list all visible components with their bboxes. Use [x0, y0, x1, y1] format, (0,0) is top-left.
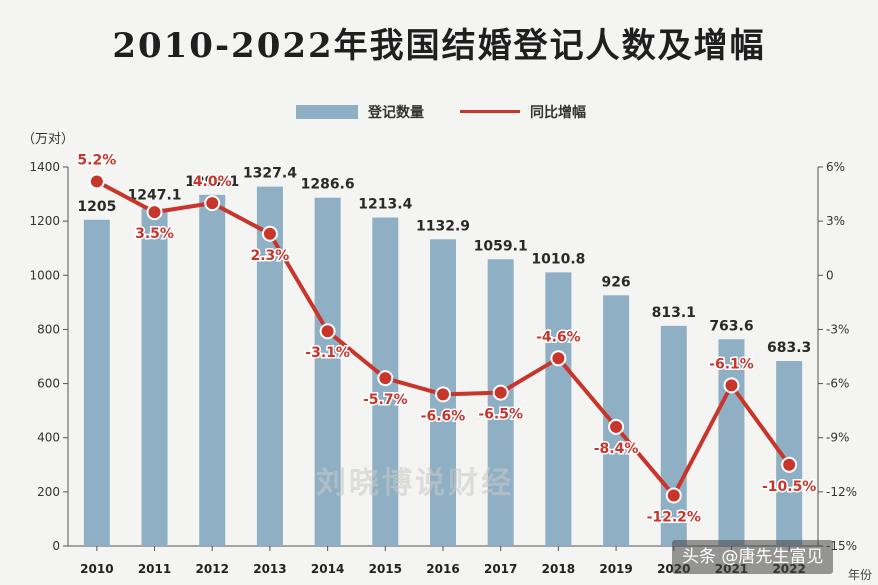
growth-value-label: -12.2%: [647, 509, 701, 525]
x-axis-label: 年份: [847, 568, 872, 582]
growth-point: [146, 204, 163, 221]
growth-point: [723, 377, 740, 394]
growth-value-label: 5.2%: [77, 152, 116, 168]
bar: [545, 272, 572, 546]
growth-point: [204, 195, 221, 212]
bar-value-label: 683.3: [767, 340, 811, 356]
bar-value-label: 1010.8: [531, 251, 585, 267]
growth-point: [665, 487, 682, 504]
y-tick-right-label: 6%: [826, 160, 845, 174]
y-tick-right-label: -3%: [826, 322, 849, 336]
x-tick-label: 2012: [196, 562, 229, 576]
bar-value-label: 1213.4: [358, 197, 412, 213]
x-tick-label: 2011: [138, 562, 171, 576]
growth-value-label: 2.3%: [251, 248, 290, 264]
growth-value-label: 4.0%: [193, 174, 232, 190]
x-tick-label: 2015: [369, 562, 402, 576]
legend-line-swatch: [460, 110, 520, 113]
x-tick-label: 2010: [80, 562, 113, 576]
chart-title: 2010-2022年我国结婚登记人数及增幅: [112, 26, 766, 66]
bar-value-label: 763.6: [709, 318, 753, 334]
y-tick-left-label: 1200: [29, 214, 60, 228]
legend: 登记数量 同比增幅: [0, 100, 878, 124]
legend-line-label: 同比增幅: [530, 105, 586, 121]
y-tick-right-label: -6%: [826, 377, 849, 391]
growth-value-label: -5.7%: [363, 392, 408, 408]
bar: [718, 339, 745, 546]
x-tick-label: 2014: [311, 562, 344, 576]
y-tick-right-label: 0: [826, 268, 834, 282]
growth-value-label: -6.6%: [421, 408, 466, 424]
growth-point: [608, 418, 625, 435]
growth-point: [492, 384, 509, 401]
y-tick-left-label: 600: [37, 377, 60, 391]
growth-value-label: -3.1%: [305, 345, 350, 361]
bar-value-label: 1297.1: [185, 174, 239, 190]
y-tick-left-label: 200: [37, 485, 60, 499]
y-tick-right-label: -9%: [826, 431, 849, 445]
source-tag: 头条 @唐先生富见: [672, 540, 834, 574]
bar-value-label: 926: [601, 274, 630, 290]
x-tick-label: 2019: [599, 562, 632, 576]
y-tick-right-label: -15%: [826, 539, 857, 553]
bar: [314, 197, 341, 546]
y-axis-unit: （万对）: [22, 132, 75, 147]
growth-value-label: -8.4%: [594, 441, 639, 457]
growth-point: [319, 323, 336, 340]
x-tick-label: 2016: [426, 562, 459, 576]
y-tick-left-label: 800: [37, 322, 60, 336]
y-tick-left-label: 0: [52, 539, 60, 553]
legend-bar-label: 登记数量: [368, 105, 424, 121]
bar: [199, 194, 226, 546]
bar: [487, 259, 514, 546]
bar: [660, 325, 687, 546]
growth-point: [435, 386, 451, 403]
x-tick-label: 2017: [484, 562, 517, 576]
x-tick-label: 2018: [542, 562, 575, 576]
growth-value-label: -6.1%: [709, 356, 754, 372]
y-tick-right-label: -12%: [826, 485, 857, 499]
growth-point: [550, 350, 567, 367]
growth-value-label: -10.5%: [762, 479, 816, 495]
bar-value-label: 1286.6: [301, 177, 355, 193]
bar: [141, 208, 168, 546]
growth-point: [377, 370, 394, 387]
growth-value-label: -6.5%: [478, 407, 523, 423]
watermark: 刘晓博说财经: [316, 466, 514, 501]
bar-value-label: 1247.1: [128, 187, 182, 203]
growth-point: [261, 225, 278, 242]
y-tick-left-label: 1400: [29, 160, 60, 174]
y-tick-right-label: 3%: [826, 214, 845, 228]
y-tick-left-label: 400: [37, 431, 60, 445]
bar: [83, 219, 110, 546]
bar-value-label: 813.1: [652, 305, 696, 321]
growth-value-label: -4.6%: [536, 329, 581, 345]
legend-bar-swatch: [296, 105, 358, 119]
growth-point: [88, 173, 105, 190]
bar-value-label: 1132.9: [416, 218, 470, 234]
bar-value-label: 1059.1: [474, 238, 528, 254]
growth-point: [781, 456, 798, 473]
x-tick-label: 2013: [253, 562, 286, 576]
bar-value-label: 1327.4: [243, 166, 297, 182]
bar-value-label: 1205: [77, 199, 116, 215]
growth-value-label: 3.5%: [135, 226, 174, 242]
y-tick-left-label: 1000: [29, 268, 60, 282]
